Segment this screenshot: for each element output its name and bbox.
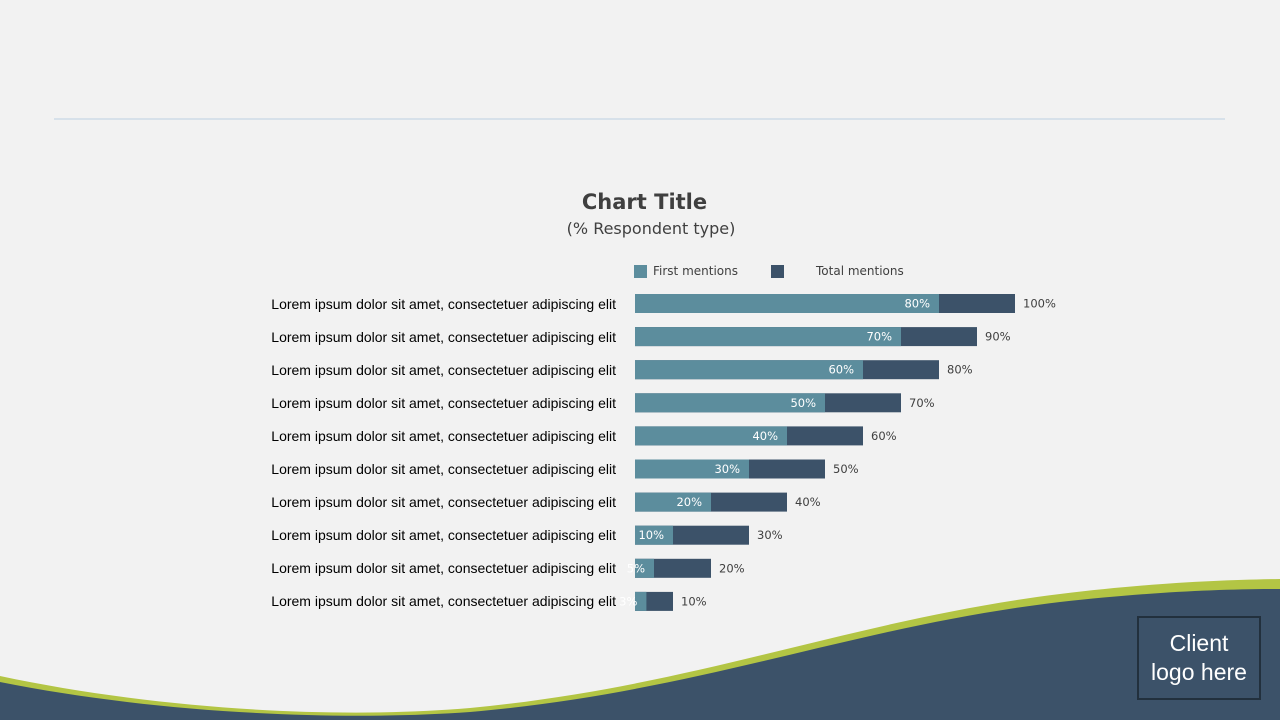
- bar-first-mentions: [635, 591, 647, 611]
- bar-first-mentions: [635, 426, 787, 446]
- data-label-first-mentions: 40%: [752, 429, 778, 443]
- bar-first-mentions: [635, 294, 939, 313]
- category-label: Lorem ipsum dolor sit amet, consectetuer…: [271, 494, 616, 511]
- data-label-first-mentions: 3%: [619, 594, 637, 608]
- data-label-total-mentions: 60%: [871, 429, 897, 443]
- bar-first-mentions: [635, 360, 863, 380]
- data-label-first-mentions: 5%: [627, 561, 645, 575]
- legend-swatch-first-mentions: [634, 265, 647, 278]
- data-label-total-mentions: 20%: [719, 561, 745, 575]
- data-label-total-mentions: 10%: [681, 594, 707, 608]
- data-label-total-mentions: 80%: [947, 363, 973, 377]
- category-label: Lorem ipsum dolor sit amet, consectetuer…: [271, 527, 616, 544]
- category-label: Lorem ipsum dolor sit amet, consectetuer…: [271, 295, 616, 312]
- header-divider: [54, 118, 1225, 120]
- category-label: Lorem ipsum dolor sit amet, consectetuer…: [271, 394, 616, 411]
- bar-first-mentions: [635, 327, 901, 347]
- data-label-total-mentions: 30%: [757, 528, 783, 542]
- bar-first-mentions: [635, 525, 673, 545]
- category-label: Lorem ipsum dolor sit amet, consectetuer…: [271, 593, 616, 610]
- data-label-first-mentions: 60%: [828, 363, 854, 377]
- category-label: Lorem ipsum dolor sit amet, consectetuer…: [271, 361, 616, 378]
- category-label: Lorem ipsum dolor sit amet, consectetuer…: [271, 461, 616, 477]
- category-label: Lorem ipsum dolor sit amet, consectetuer…: [271, 328, 616, 345]
- chart-subtitle: (% Respondent type): [566, 219, 736, 238]
- category-label: Lorem ipsum dolor sit amet, consectetuer…: [271, 427, 616, 444]
- footer-dark-band: [0, 589, 1280, 720]
- legend-swatch-total-mentions: [771, 265, 784, 278]
- data-label-total-mentions: 90%: [985, 330, 1011, 344]
- logo-text-line-1: Client: [1169, 630, 1229, 656]
- chart-title: Chart Title: [581, 190, 708, 214]
- data-label-first-mentions: 70%: [866, 330, 892, 344]
- legend-label-first-mentions: First mentions: [653, 264, 738, 278]
- data-label-total-mentions: 100%: [1023, 297, 1056, 311]
- bar-first-mentions: [635, 558, 654, 578]
- category-label: Lorem ipsum dolor sit amet, consectetuer…: [271, 560, 616, 577]
- data-label-total-mentions: 40%: [795, 495, 821, 509]
- bar-first-mentions: [635, 459, 749, 479]
- legend-label-total-mentions: Total mentions: [816, 264, 904, 278]
- data-label-total-mentions: 50%: [833, 462, 859, 476]
- bar-first-mentions: [635, 393, 825, 413]
- data-label-first-mentions: 20%: [676, 495, 702, 509]
- data-label-total-mentions: 70%: [909, 396, 935, 410]
- data-label-first-mentions: 50%: [790, 396, 816, 410]
- data-label-first-mentions: 30%: [714, 462, 740, 476]
- client-logo-placeholder: Client logo here: [1137, 616, 1261, 700]
- data-label-first-mentions: 80%: [904, 297, 930, 311]
- bar-first-mentions: [635, 492, 711, 512]
- data-label-first-mentions: 10%: [638, 528, 664, 542]
- logo-text-line-2: logo here: [1151, 659, 1247, 685]
